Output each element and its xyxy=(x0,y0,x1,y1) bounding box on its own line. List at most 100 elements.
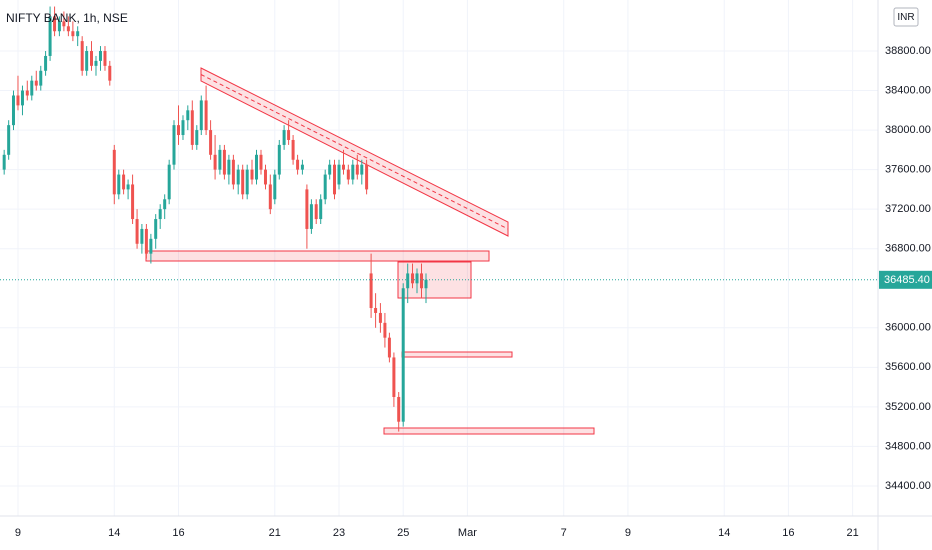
x-tick-label: Mar xyxy=(458,527,477,539)
candle-body xyxy=(154,219,158,239)
candle-body xyxy=(103,51,107,66)
candle-body xyxy=(222,149,226,175)
candle-body xyxy=(231,159,235,185)
last-price-label: 36485.40 xyxy=(884,274,930,286)
candle-body xyxy=(337,164,341,185)
x-tick-label: 16 xyxy=(172,527,184,539)
candle-body xyxy=(378,312,382,323)
y-tick-label: 35200.00 xyxy=(885,401,931,413)
last-price-box xyxy=(879,270,932,289)
candle-body xyxy=(66,26,70,32)
x-tick-label: 16 xyxy=(782,527,794,539)
candles xyxy=(2,6,428,432)
candle-body xyxy=(89,51,93,66)
candle-body xyxy=(374,308,378,313)
x-tick-label: 21 xyxy=(269,527,281,539)
candle-body xyxy=(305,189,309,229)
candle-body xyxy=(186,110,190,121)
x-tick-label: 9 xyxy=(625,527,631,539)
candle-body xyxy=(277,144,281,175)
candle-body xyxy=(245,169,249,195)
candle-body xyxy=(263,169,267,185)
candle-body xyxy=(112,149,116,195)
candle-body xyxy=(392,357,396,397)
y-tick-label: 37200.00 xyxy=(885,203,931,215)
candle-body xyxy=(291,139,295,160)
candle-body xyxy=(259,154,263,170)
candle-body xyxy=(296,159,300,170)
candle-body xyxy=(333,164,337,195)
candle-body xyxy=(176,125,180,136)
candle-body xyxy=(53,16,57,32)
channel-midline xyxy=(200,74,509,230)
zone xyxy=(397,261,472,299)
candle-body xyxy=(85,51,89,71)
candle-body xyxy=(236,169,240,185)
candle-body xyxy=(415,273,419,284)
x-tick-label: 14 xyxy=(718,527,730,539)
candle-body xyxy=(48,16,52,56)
candle-body xyxy=(365,164,369,190)
y-tick-label: 34400.00 xyxy=(885,480,931,492)
candle-body xyxy=(34,80,38,86)
candle-body xyxy=(190,110,194,145)
candle-body xyxy=(341,164,345,170)
candle-body xyxy=(411,273,415,284)
candle-body xyxy=(406,273,410,289)
y-tick-label: 38000.00 xyxy=(885,124,931,136)
candle-body xyxy=(309,204,313,229)
candle-body xyxy=(328,164,332,175)
candle-body xyxy=(80,41,84,71)
candle-body xyxy=(149,238,153,254)
candle-body xyxy=(360,164,364,175)
candle-body xyxy=(355,164,359,175)
candle-body xyxy=(16,95,20,106)
y-tick-label: 36000.00 xyxy=(885,322,931,334)
candle-body xyxy=(11,95,15,126)
candle-body xyxy=(30,80,34,96)
candle-body xyxy=(199,100,203,131)
candle-body xyxy=(144,228,148,254)
candle-body xyxy=(25,90,29,96)
currency-box[interactable] xyxy=(893,7,919,27)
y-tick-label: 38800.00 xyxy=(885,45,931,57)
candle-body xyxy=(122,174,126,190)
candle-body xyxy=(204,100,208,131)
candle-body xyxy=(98,51,102,61)
y-tick-label: 36800.00 xyxy=(885,243,931,255)
candle-body xyxy=(300,164,304,170)
candle-body xyxy=(7,125,11,155)
candle-body xyxy=(213,154,217,170)
candle-body xyxy=(218,149,222,170)
candle-body xyxy=(420,273,424,289)
candle-body xyxy=(254,154,258,180)
currency: INR xyxy=(897,12,914,23)
candle-body xyxy=(44,55,48,71)
candle-body xyxy=(135,219,139,244)
drawings xyxy=(145,67,595,435)
candle-body xyxy=(424,279,428,289)
chart-title: NIFTY BANK, 1h, NSE xyxy=(6,11,128,25)
x-tick-label: 14 xyxy=(108,527,120,539)
candle-body xyxy=(397,396,401,422)
y-tick-label: 35600.00 xyxy=(885,361,931,373)
y-tick-label: 34800.00 xyxy=(885,440,931,452)
y-tick-label: 38400.00 xyxy=(885,84,931,96)
candle-body xyxy=(268,184,272,210)
zone xyxy=(401,351,513,358)
candle-body xyxy=(57,21,61,32)
zone xyxy=(383,427,595,435)
candle-body xyxy=(195,130,199,145)
candle-body xyxy=(181,120,185,136)
candle-body xyxy=(282,130,286,145)
candle-body xyxy=(387,337,391,358)
candle-body xyxy=(401,288,405,422)
x-tick-label: 23 xyxy=(333,527,345,539)
candle-body xyxy=(287,130,291,140)
axes: 34400.00 34800.00 35200.00 35600.00 36000.00… xyxy=(0,45,932,539)
candle-body xyxy=(131,184,135,220)
x-tick-label: 25 xyxy=(397,527,409,539)
x-tick-label: 7 xyxy=(561,527,567,539)
candle-body xyxy=(227,159,231,175)
